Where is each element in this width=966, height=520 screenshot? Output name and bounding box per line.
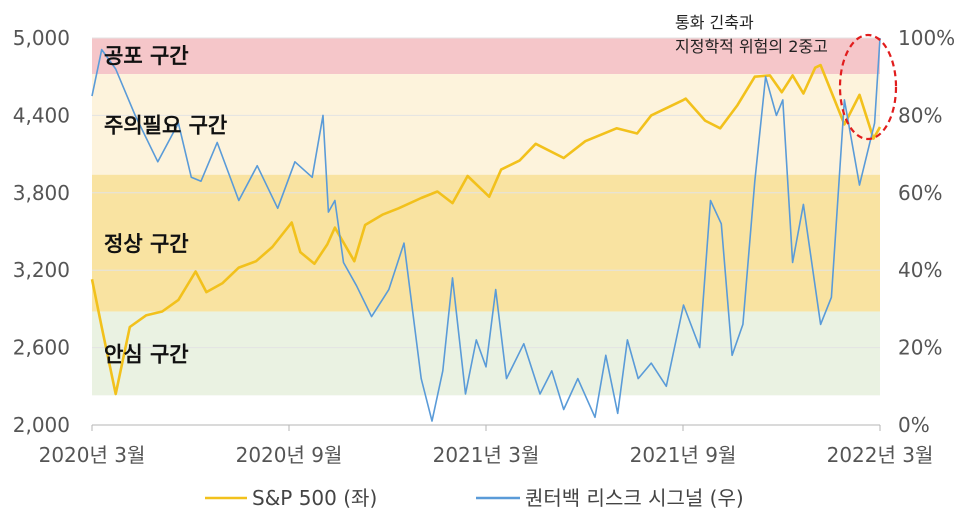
zone-band-3 <box>92 311 880 396</box>
right-tick-0: 0% <box>898 413 930 437</box>
legend: S&P 500 (좌) 퀀터백 리스크 시그널 (우) <box>205 486 744 510</box>
left-axis-ticks: 2,000 2,600 3,200 3,800 4,400 5,000 <box>13 26 70 437</box>
left-tick-4: 4,400 <box>13 103 70 127</box>
zone-label-0: 공포 구간 <box>104 44 189 68</box>
right-tick-1: 20% <box>898 336 942 360</box>
left-tick-0: 2,000 <box>13 413 70 437</box>
x-axis-ticks: 2020년 3월 2020년 9월 2021년 3월 2021년 9월 2022년 3월 <box>39 425 934 467</box>
x-tick-3: 2021년 9월 <box>630 443 737 467</box>
zone-band-0 <box>92 38 880 75</box>
annotation-line-1: 통화 긴축과 <box>675 13 754 32</box>
series-lines <box>90 37 882 422</box>
right-tick-4: 80% <box>898 103 942 127</box>
x-tick-0: 2020년 3월 <box>39 443 146 467</box>
highlight-ellipse <box>838 33 898 141</box>
right-axis-ticks: 0% 20% 40% 60% 80% 100% <box>898 26 955 437</box>
annotation-line-2: 지정학적 위험의 2중고 <box>675 37 828 56</box>
left-tick-5: 5,000 <box>13 26 70 50</box>
series-line-risk-signal <box>91 37 881 422</box>
x-tick-4: 2022년 3월 <box>827 443 934 467</box>
zones <box>92 38 880 396</box>
left-tick-1: 2,600 <box>13 336 70 360</box>
legend-label-risk-signal: 퀀터백 리스크 시그널 (우) <box>525 486 744 510</box>
left-tick-3: 3,800 <box>13 181 70 205</box>
right-tick-3: 60% <box>898 181 942 205</box>
right-tick-2: 40% <box>898 258 942 282</box>
x-tick-1: 2020년 9월 <box>236 443 343 467</box>
right-tick-5: 100% <box>898 26 955 50</box>
zone-label-1: 주의필요 구간 <box>104 113 227 137</box>
zone-band-2 <box>92 174 880 312</box>
series-line-sp500 <box>90 63 882 396</box>
left-tick-2: 3,200 <box>13 258 70 282</box>
zone-label-3: 안심 구간 <box>104 342 189 366</box>
legend-label-sp500: S&P 500 (좌) <box>252 486 377 510</box>
x-tick-2: 2021년 3월 <box>433 443 540 467</box>
zone-label-2: 정상 구간 <box>104 232 189 256</box>
